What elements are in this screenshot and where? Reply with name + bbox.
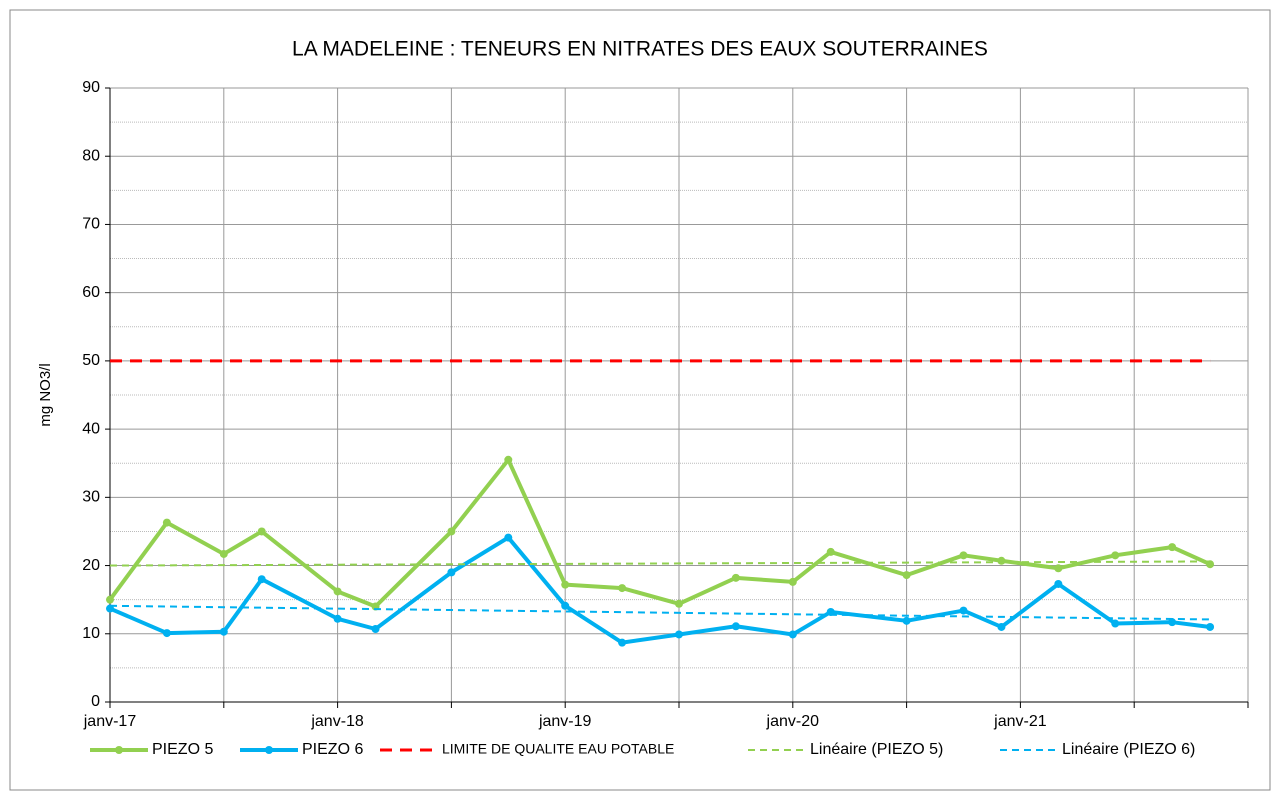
legend-marker xyxy=(115,746,123,754)
data-point xyxy=(447,568,456,577)
y-tick-label: 30 xyxy=(82,489,100,506)
data-point xyxy=(257,527,266,536)
data-point xyxy=(997,556,1006,565)
legend-label: Linéaire (PIEZO 5) xyxy=(810,741,943,758)
y-tick-label: 60 xyxy=(82,284,100,301)
data-point xyxy=(826,547,835,556)
data-point xyxy=(162,518,171,527)
data-point xyxy=(1111,551,1120,560)
x-tick-label: janv-21 xyxy=(993,713,1047,730)
data-point xyxy=(333,614,342,623)
y-tick-label: 40 xyxy=(82,420,100,437)
data-point xyxy=(106,595,114,604)
x-tick-label: janv-17 xyxy=(83,713,137,730)
legend-label: PIEZO 6 xyxy=(302,741,363,758)
x-tick-label: janv-18 xyxy=(310,713,364,730)
y-tick-label: 50 xyxy=(82,352,100,369)
data-point xyxy=(1054,579,1063,588)
legend-label: PIEZO 5 xyxy=(152,741,213,758)
y-tick-label: 80 xyxy=(82,147,100,164)
data-point xyxy=(618,638,627,647)
data-point xyxy=(1206,622,1215,631)
chart-title: LA MADELEINE : TENEURS EN NITRATES DES E… xyxy=(292,38,988,61)
data-point xyxy=(959,606,968,615)
data-point xyxy=(219,549,228,558)
data-point xyxy=(162,629,171,638)
data-point xyxy=(902,616,911,625)
y-tick-label: 10 xyxy=(82,625,100,642)
data-point xyxy=(675,599,683,608)
chart-frame xyxy=(9,9,1271,791)
data-point xyxy=(788,630,797,639)
data-point xyxy=(731,622,740,631)
x-tick-label: janv-19 xyxy=(538,713,592,730)
series-line xyxy=(109,560,1211,567)
data-point xyxy=(618,584,627,593)
data-point xyxy=(561,601,570,610)
legend-label: Linéaire (PIEZO 6) xyxy=(1062,741,1195,758)
y-tick-label: 70 xyxy=(82,216,100,233)
data-point xyxy=(219,627,228,636)
data-point xyxy=(504,455,513,464)
data-point xyxy=(561,580,570,589)
series-line xyxy=(109,604,1211,621)
legend-label: LIMITE DE QUALITE EAU POTABLE xyxy=(442,741,674,757)
y-tick-label: 0 xyxy=(91,693,100,710)
data-point xyxy=(371,625,380,634)
data-point xyxy=(257,575,266,584)
data-point xyxy=(731,573,740,582)
data-point xyxy=(997,622,1006,631)
data-point xyxy=(959,551,968,560)
data-point xyxy=(504,533,513,542)
data-point xyxy=(1168,543,1177,552)
x-tick-label: janv-20 xyxy=(766,713,820,730)
data-point xyxy=(1111,619,1120,628)
data-point xyxy=(788,577,797,586)
data-point xyxy=(902,571,911,580)
y-tick-label: 20 xyxy=(82,557,100,574)
y-axis-label: mg NO3/l xyxy=(37,363,54,426)
data-point xyxy=(447,527,456,536)
data-point xyxy=(675,630,683,639)
y-tick-label: 90 xyxy=(82,79,100,96)
data-point xyxy=(1054,564,1063,573)
legend-marker xyxy=(265,746,273,754)
data-point xyxy=(1168,618,1177,627)
data-point xyxy=(333,587,342,596)
